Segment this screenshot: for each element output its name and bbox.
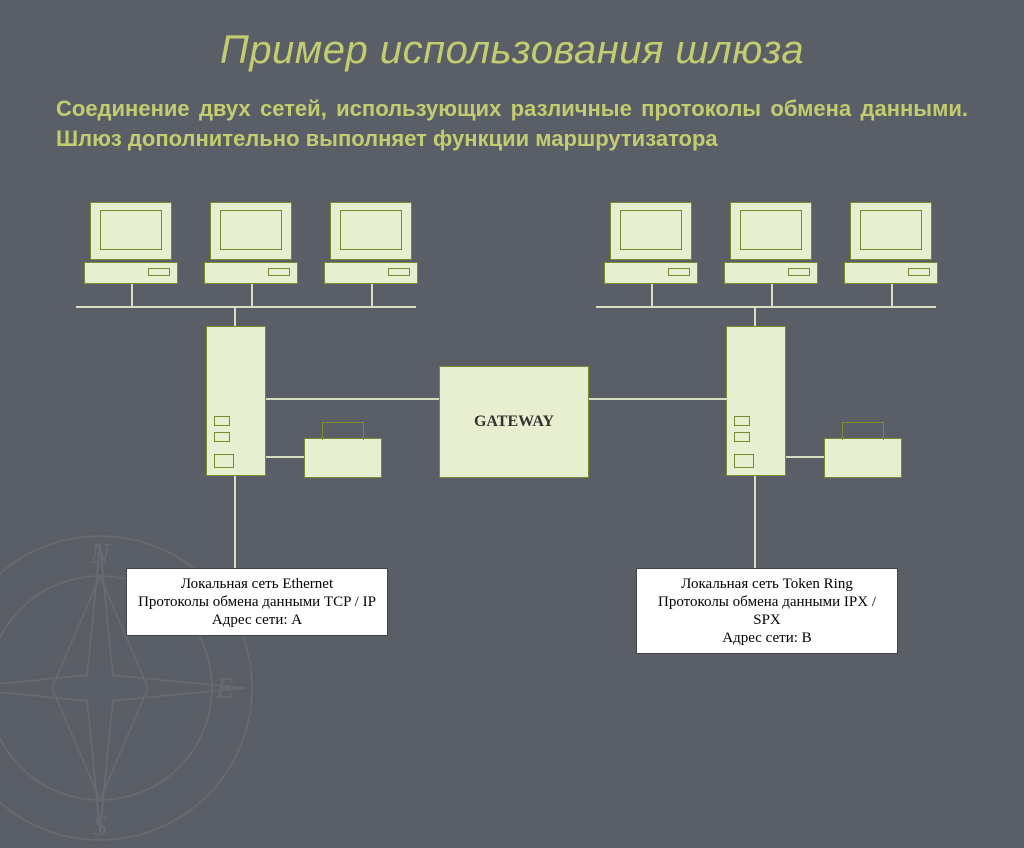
right-label-l1: Локальная сеть Token Ring — [647, 575, 887, 593]
left-server-d2 — [214, 432, 230, 442]
right-printer-link — [786, 456, 824, 458]
right-server-d1 — [734, 416, 750, 426]
left-drop-3 — [371, 284, 373, 306]
right-drop-2 — [771, 284, 773, 306]
gateway-box: GATEWAY — [439, 366, 589, 478]
right-pc-1-slot — [668, 268, 690, 276]
left-pc-3-slot — [388, 268, 410, 276]
left-label-l2: Протоколы обмена данными TCP / IP — [137, 593, 377, 611]
page-title: Пример использования шлюза — [0, 28, 1024, 73]
left-printer — [304, 438, 382, 478]
left-server-d3 — [214, 454, 234, 468]
right-pc-2-screen — [740, 210, 802, 250]
gateway-label: GATEWAY — [474, 413, 554, 431]
left-printer-tray — [322, 422, 364, 440]
right-pc-2-slot — [788, 268, 810, 276]
left-drop-2 — [251, 284, 253, 306]
left-pc-1-screen — [100, 210, 162, 250]
svg-text:S: S — [93, 810, 107, 842]
left-pc-1-slot — [148, 268, 170, 276]
right-bus — [596, 306, 936, 308]
right-pc-1-screen — [620, 210, 682, 250]
right-server-link — [754, 306, 756, 328]
left-bus — [76, 306, 416, 308]
right-pc-3-slot — [908, 268, 930, 276]
right-drop-1 — [651, 284, 653, 306]
right-pc-3-screen — [860, 210, 922, 250]
left-printer-link — [266, 456, 304, 458]
left-pc-2-slot — [268, 268, 290, 276]
page-description: Соединение двух сетей, использующих разл… — [56, 94, 968, 153]
left-label: Локальная сеть Ethernet Протоколы обмена… — [126, 568, 388, 636]
right-server-d3 — [734, 454, 754, 468]
right-server-d2 — [734, 432, 750, 442]
left-label-link — [234, 476, 236, 568]
right-label-l3: Адрес сети: B — [647, 629, 887, 647]
left-label-l1: Локальная сеть Ethernet — [137, 575, 377, 593]
right-gateway-h — [589, 398, 727, 400]
right-label-link — [754, 476, 756, 568]
right-drop-3 — [891, 284, 893, 306]
right-label-l2: Протоколы обмена данными IPX / SPX — [647, 593, 887, 629]
right-printer — [824, 438, 902, 478]
left-drop-1 — [131, 284, 133, 306]
right-label: Локальная сеть Token Ring Протоколы обме… — [636, 568, 898, 654]
right-printer-tray — [842, 422, 884, 440]
left-gateway-h — [266, 398, 442, 400]
left-pc-2-screen — [220, 210, 282, 250]
diagram-area: Локальная сеть Ethernet Протоколы обмена… — [56, 198, 968, 718]
left-pc-3-screen — [340, 210, 402, 250]
left-server-link — [234, 306, 236, 328]
left-server-d1 — [214, 416, 230, 426]
left-label-l3: Адрес сети: A — [137, 611, 377, 629]
